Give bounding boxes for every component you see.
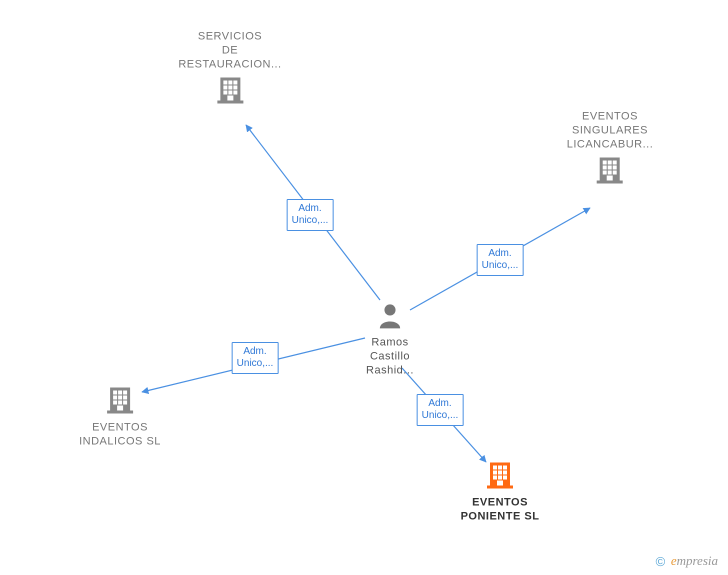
building-icon [79, 384, 161, 419]
edges-layer [0, 0, 728, 575]
node-person-label: Ramos Castillo Rashid... [350, 336, 430, 378]
node-company-label: EVENTOS PONIENTE SL [460, 496, 540, 524]
building-icon [460, 459, 540, 494]
edge-label-servicios: Adm. Unico,... [287, 199, 334, 231]
node-company-singulares[interactable]: EVENTOS SINGULARES LICANCABUR... [567, 110, 654, 191]
node-company-poniente[interactable]: EVENTOS PONIENTE SL [460, 457, 540, 524]
watermark: © empresia [656, 553, 718, 569]
copyright-symbol: © [656, 554, 666, 569]
person-icon [350, 303, 430, 334]
node-company-label: SERVICIOS DE RESTAURACION... [178, 30, 281, 72]
edge-label-indalicos: Adm. Unico,... [232, 342, 279, 374]
node-company-servicios[interactable]: SERVICIOS DE RESTAURACION... [178, 30, 281, 111]
node-company-indalicos[interactable]: EVENTOS INDALICOS SL [79, 382, 161, 449]
edge-label-singulares: Adm. Unico,... [477, 244, 524, 276]
brand-name: empresia [671, 553, 718, 568]
edge-label-poniente: Adm. Unico,... [417, 394, 464, 426]
building-icon [178, 74, 281, 109]
building-icon [567, 154, 654, 189]
diagram-canvas: Ramos Castillo Rashid... SERVICIOS DE RE… [0, 0, 728, 575]
node-company-label: EVENTOS SINGULARES LICANCABUR... [567, 110, 654, 152]
node-company-label: EVENTOS INDALICOS SL [79, 421, 161, 449]
node-person-center[interactable]: Ramos Castillo Rashid... [350, 303, 430, 378]
